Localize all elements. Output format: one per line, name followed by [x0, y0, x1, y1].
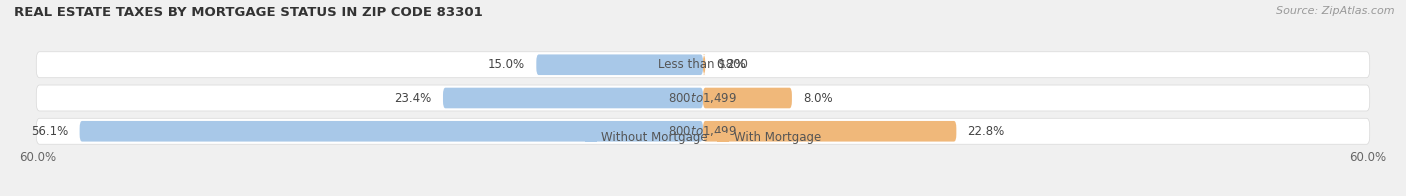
FancyBboxPatch shape: [80, 121, 703, 142]
Text: 23.4%: 23.4%: [395, 92, 432, 104]
Text: 8.0%: 8.0%: [803, 92, 832, 104]
Text: 60.0%: 60.0%: [1350, 151, 1386, 163]
FancyBboxPatch shape: [37, 85, 1369, 111]
Text: 22.8%: 22.8%: [967, 125, 1005, 138]
FancyBboxPatch shape: [37, 52, 1369, 78]
Text: $800 to $1,499: $800 to $1,499: [668, 91, 738, 105]
FancyBboxPatch shape: [37, 118, 1369, 144]
Text: 15.0%: 15.0%: [488, 58, 526, 71]
FancyBboxPatch shape: [703, 54, 706, 75]
Text: 0.2%: 0.2%: [716, 58, 747, 71]
FancyBboxPatch shape: [443, 88, 703, 108]
FancyBboxPatch shape: [536, 54, 703, 75]
Legend: Without Mortgage, With Mortgage: Without Mortgage, With Mortgage: [581, 127, 825, 149]
Text: 56.1%: 56.1%: [31, 125, 69, 138]
Text: REAL ESTATE TAXES BY MORTGAGE STATUS IN ZIP CODE 83301: REAL ESTATE TAXES BY MORTGAGE STATUS IN …: [14, 6, 482, 19]
FancyBboxPatch shape: [703, 121, 956, 142]
Text: Less than $800: Less than $800: [658, 58, 748, 71]
Text: 60.0%: 60.0%: [20, 151, 56, 163]
FancyBboxPatch shape: [703, 88, 792, 108]
Text: $800 to $1,499: $800 to $1,499: [668, 124, 738, 138]
Text: Source: ZipAtlas.com: Source: ZipAtlas.com: [1277, 6, 1395, 16]
